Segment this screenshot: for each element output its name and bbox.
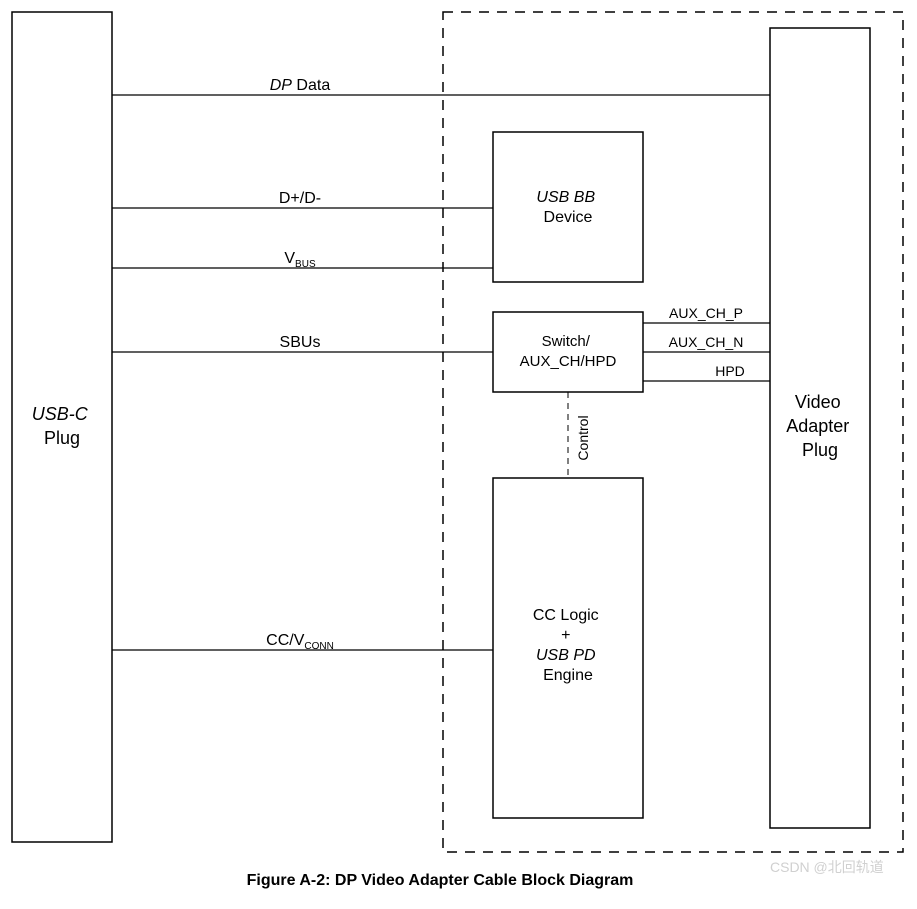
control-label: Control — [575, 415, 591, 460]
aux-ch-p-label: AUX_CH_P — [669, 305, 743, 321]
switch-box — [493, 312, 643, 392]
usbc-plug-box — [12, 12, 112, 842]
usb-bb-box — [493, 132, 643, 282]
block-diagram: USB-C Plug Video Adapter Plug USB BB Dev… — [0, 0, 917, 909]
hpd-label: HPD — [715, 363, 745, 379]
sbus-label: SBUs — [280, 334, 321, 351]
figure-caption: Figure A-2: DP Video Adapter Cable Block… — [247, 872, 634, 889]
dp-data-label: DP Data — [270, 77, 331, 94]
vbus-label: VBUS — [284, 250, 316, 270]
watermark-text: CSDN @北回轨道 — [770, 859, 884, 875]
dpm-label: D+/D- — [279, 190, 321, 207]
cc-vconn-label: CC/VCONN — [266, 632, 334, 652]
aux-ch-n-label: AUX_CH_N — [669, 334, 744, 350]
